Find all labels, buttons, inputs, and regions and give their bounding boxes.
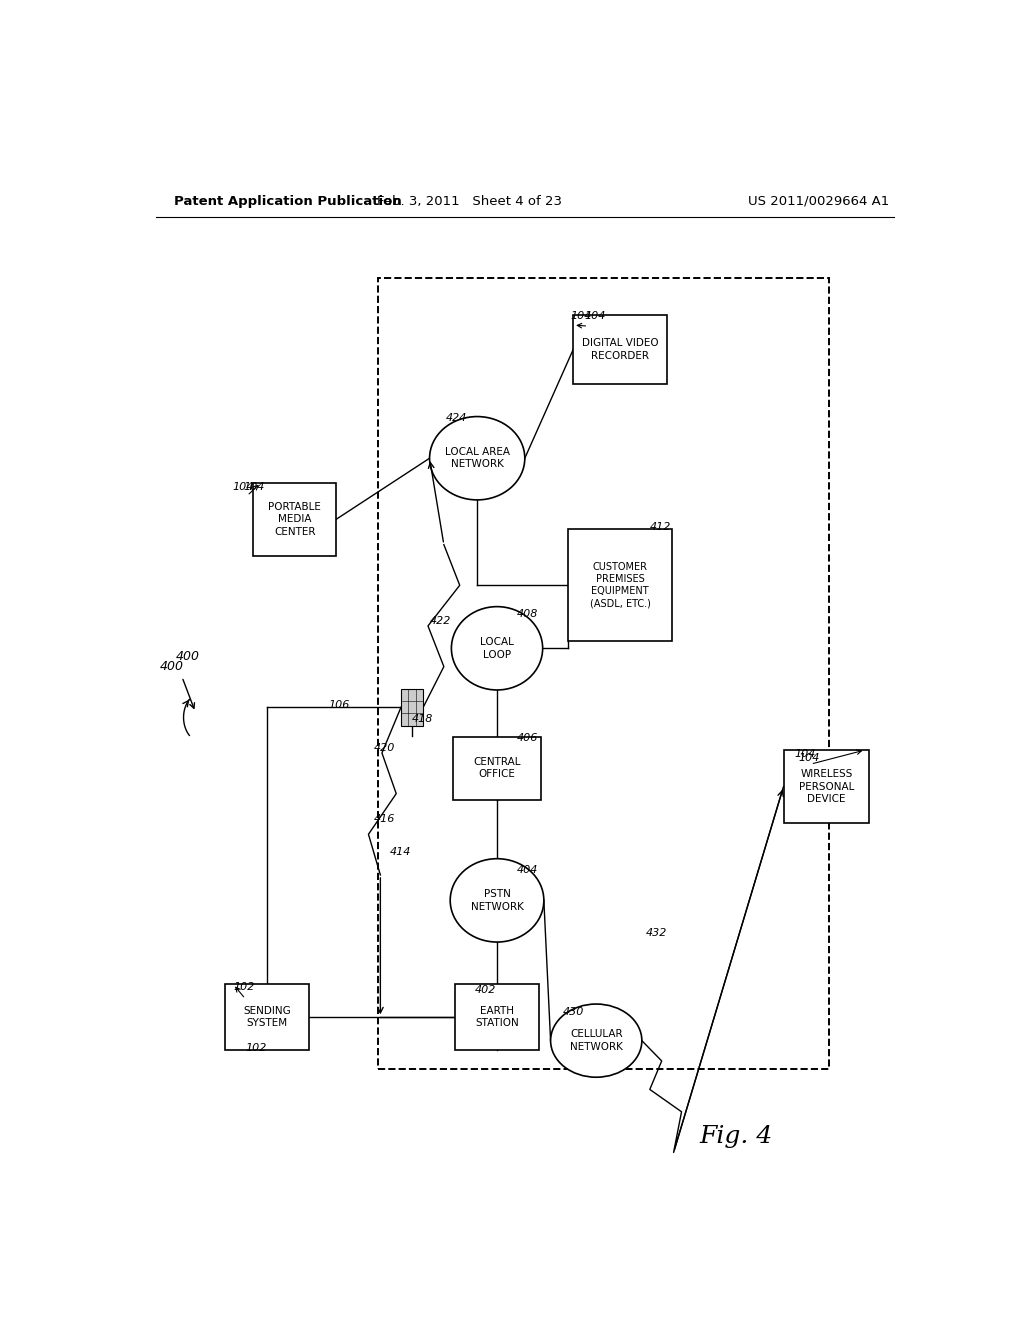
Text: 104: 104 bbox=[795, 748, 816, 759]
Text: 432: 432 bbox=[645, 928, 667, 939]
Text: 418: 418 bbox=[412, 714, 433, 725]
Text: LOCAL AREA
NETWORK: LOCAL AREA NETWORK bbox=[444, 447, 510, 470]
Ellipse shape bbox=[451, 859, 544, 942]
Text: 400: 400 bbox=[160, 660, 183, 673]
FancyBboxPatch shape bbox=[454, 737, 541, 800]
Text: 430: 430 bbox=[563, 1007, 585, 1018]
Text: 400: 400 bbox=[176, 649, 200, 663]
FancyBboxPatch shape bbox=[253, 483, 336, 556]
Text: 416: 416 bbox=[374, 814, 395, 824]
FancyBboxPatch shape bbox=[573, 315, 667, 384]
Text: 414: 414 bbox=[390, 846, 412, 857]
FancyBboxPatch shape bbox=[568, 529, 672, 642]
Text: US 2011/0029664 A1: US 2011/0029664 A1 bbox=[748, 194, 889, 207]
Ellipse shape bbox=[551, 1005, 642, 1077]
Text: Patent Application Publication: Patent Application Publication bbox=[174, 194, 401, 207]
Bar bbox=[378, 279, 828, 1069]
Text: 102: 102 bbox=[233, 982, 255, 991]
Text: 422: 422 bbox=[430, 616, 451, 626]
Text: PSTN
NETWORK: PSTN NETWORK bbox=[471, 890, 523, 912]
Ellipse shape bbox=[430, 417, 525, 500]
Text: 408: 408 bbox=[517, 609, 539, 619]
Text: Fig. 4: Fig. 4 bbox=[699, 1125, 773, 1147]
Text: CUSTOMER
PREMISES
EQUIPMENT
(ASDL, ETC.): CUSTOMER PREMISES EQUIPMENT (ASDL, ETC.) bbox=[590, 562, 650, 609]
Text: WIRELESS
PERSONAL
DEVICE: WIRELESS PERSONAL DEVICE bbox=[799, 770, 854, 804]
Text: DIGITAL VIDEO
RECORDER: DIGITAL VIDEO RECORDER bbox=[582, 338, 658, 360]
Text: CELLULAR
NETWORK: CELLULAR NETWORK bbox=[569, 1030, 623, 1052]
Text: 412: 412 bbox=[650, 523, 672, 532]
Text: 104: 104 bbox=[799, 754, 820, 763]
Text: 424: 424 bbox=[445, 413, 467, 422]
FancyBboxPatch shape bbox=[225, 985, 308, 1051]
Text: LOCAL
LOOP: LOCAL LOOP bbox=[480, 638, 514, 660]
Text: 404: 404 bbox=[517, 865, 539, 875]
Text: PORTABLE
MEDIA
CENTER: PORTABLE MEDIA CENTER bbox=[268, 502, 322, 537]
Text: 104: 104 bbox=[585, 312, 605, 321]
Text: 106: 106 bbox=[328, 700, 349, 710]
Text: EARTH
STATION: EARTH STATION bbox=[475, 1006, 519, 1028]
FancyBboxPatch shape bbox=[783, 750, 869, 824]
Text: 402: 402 bbox=[475, 985, 497, 995]
Bar bbox=[401, 689, 423, 726]
Text: 104: 104 bbox=[570, 312, 592, 321]
Text: 104: 104 bbox=[243, 482, 264, 491]
Text: 420: 420 bbox=[374, 743, 395, 752]
Text: Feb. 3, 2011   Sheet 4 of 23: Feb. 3, 2011 Sheet 4 of 23 bbox=[377, 194, 562, 207]
Ellipse shape bbox=[452, 607, 543, 690]
FancyBboxPatch shape bbox=[456, 985, 539, 1051]
Text: SENDING
SYSTEM: SENDING SYSTEM bbox=[243, 1006, 291, 1028]
Text: 102: 102 bbox=[246, 1043, 267, 1053]
Text: 406: 406 bbox=[517, 733, 539, 743]
Text: CENTRAL
OFFICE: CENTRAL OFFICE bbox=[473, 758, 521, 779]
Text: 104: 104 bbox=[232, 482, 254, 491]
